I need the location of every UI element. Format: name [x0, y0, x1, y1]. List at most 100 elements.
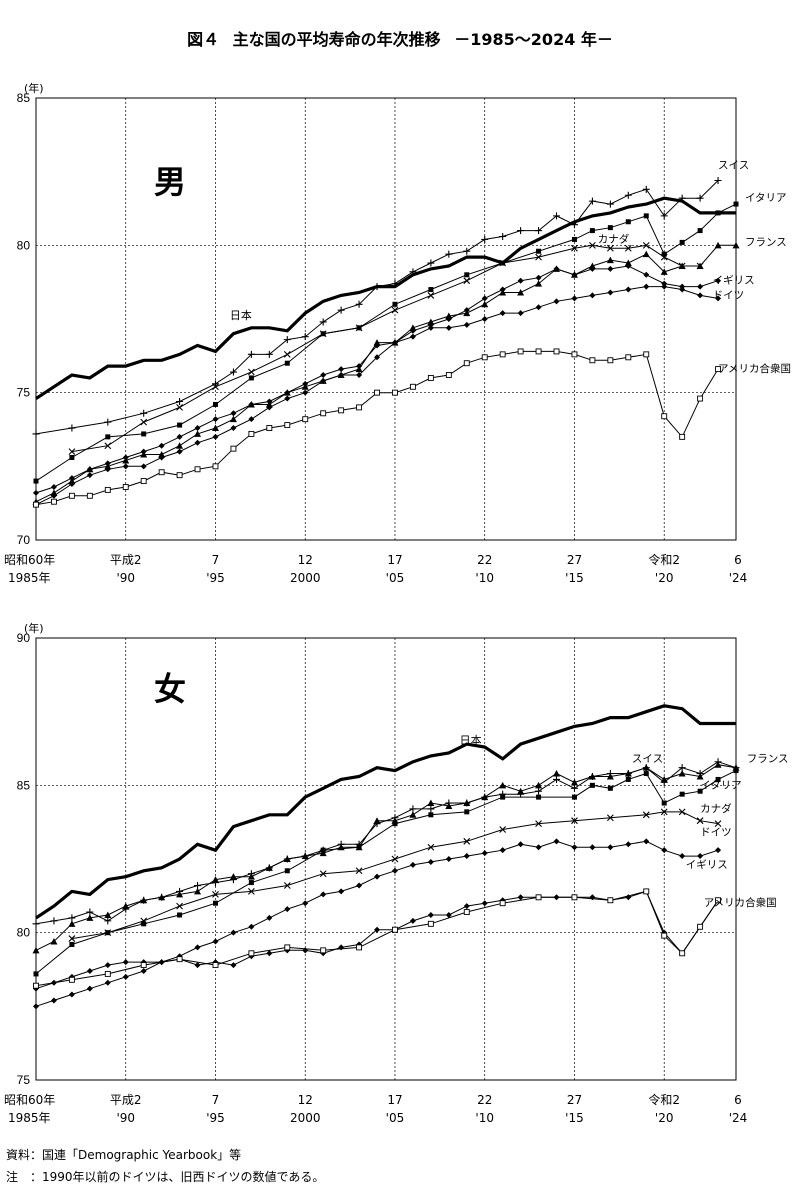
data-point	[194, 882, 202, 890]
data-point	[32, 920, 40, 928]
data-point	[588, 262, 596, 269]
data-point	[499, 351, 506, 358]
series-line	[35, 840, 719, 1007]
data-point	[499, 781, 507, 789]
data-point	[176, 448, 183, 455]
data-point	[50, 997, 57, 1004]
data-point	[320, 891, 327, 898]
data-point	[660, 253, 668, 261]
data-point	[265, 864, 273, 871]
data-point	[68, 481, 75, 488]
data-point	[68, 492, 75, 499]
data-point	[302, 416, 309, 423]
data-point	[589, 844, 596, 851]
data-point	[266, 425, 273, 431]
series-カナダ	[68, 241, 704, 455]
data-point	[535, 280, 543, 287]
data-point	[553, 770, 561, 777]
series-label: イギリス	[713, 275, 755, 287]
series-label: カナダ	[700, 802, 732, 815]
series-日本	[35, 196, 736, 400]
data-point	[373, 283, 381, 291]
data-point	[122, 463, 129, 470]
chart-title: 男	[154, 163, 186, 201]
data-point	[104, 418, 112, 426]
data-point	[463, 903, 470, 910]
data-point	[481, 850, 488, 857]
data-point	[660, 212, 668, 220]
data-point	[122, 454, 129, 461]
data-point	[320, 371, 327, 378]
x-tick-era-label: 昭和60年	[4, 553, 55, 567]
data-point	[678, 770, 686, 777]
data-point	[212, 433, 219, 440]
x-tick-era-label: 昭和60年	[4, 1093, 55, 1107]
data-point	[607, 844, 614, 851]
data-point	[319, 849, 327, 857]
data-point	[176, 902, 183, 910]
data-point	[642, 241, 650, 249]
data-point	[679, 239, 685, 245]
data-point	[571, 271, 578, 278]
series-イギリス	[33, 262, 722, 496]
x-tick-year-label: 2000	[290, 571, 321, 585]
data-point	[697, 283, 704, 290]
data-point	[642, 250, 650, 258]
data-point	[266, 404, 273, 411]
data-point	[284, 868, 290, 874]
data-point	[140, 418, 148, 426]
data-point	[86, 967, 93, 974]
data-point	[356, 404, 363, 411]
data-point	[660, 268, 668, 275]
data-point	[319, 870, 327, 878]
data-point	[283, 882, 291, 889]
data-point	[517, 227, 525, 235]
data-point	[122, 959, 129, 966]
data-point	[715, 847, 722, 854]
data-point	[499, 232, 507, 240]
data-point	[570, 221, 578, 229]
data-point	[606, 256, 614, 264]
data-point	[624, 259, 632, 267]
data-point	[679, 433, 686, 440]
y-axis-unit: (年)	[24, 81, 44, 95]
data-point	[391, 280, 399, 288]
data-point	[391, 339, 398, 346]
data-point	[427, 374, 434, 381]
data-point	[248, 430, 255, 437]
data-point	[661, 847, 668, 854]
data-point	[176, 890, 184, 898]
data-point	[248, 880, 254, 886]
x-tick-era-label: 27	[567, 1093, 582, 1107]
data-point	[284, 389, 291, 396]
data-point	[624, 770, 632, 777]
data-point	[248, 401, 255, 408]
data-point	[409, 333, 416, 340]
plot-frame	[35, 637, 737, 1081]
data-point	[283, 336, 291, 344]
data-point	[427, 799, 435, 807]
data-point	[392, 926, 398, 933]
data-point	[176, 956, 183, 963]
data-point	[481, 900, 488, 907]
data-point	[266, 950, 273, 957]
data-point	[212, 463, 219, 470]
data-point	[356, 363, 363, 370]
data-point	[517, 277, 524, 284]
data-point	[427, 805, 435, 813]
data-point	[338, 371, 345, 378]
data-point	[678, 194, 686, 202]
data-point	[427, 858, 434, 865]
data-point	[696, 772, 704, 780]
x-tick-era-label: 27	[567, 553, 582, 567]
data-point	[104, 970, 111, 977]
data-point	[33, 1003, 39, 1010]
data-point	[428, 812, 434, 818]
data-point	[697, 228, 703, 234]
data-point	[177, 912, 183, 918]
data-point	[464, 272, 470, 278]
data-point	[606, 814, 614, 822]
x-tick-year-label: '05	[386, 1111, 405, 1125]
data-point	[86, 908, 94, 916]
series-ドイツ	[33, 283, 722, 508]
